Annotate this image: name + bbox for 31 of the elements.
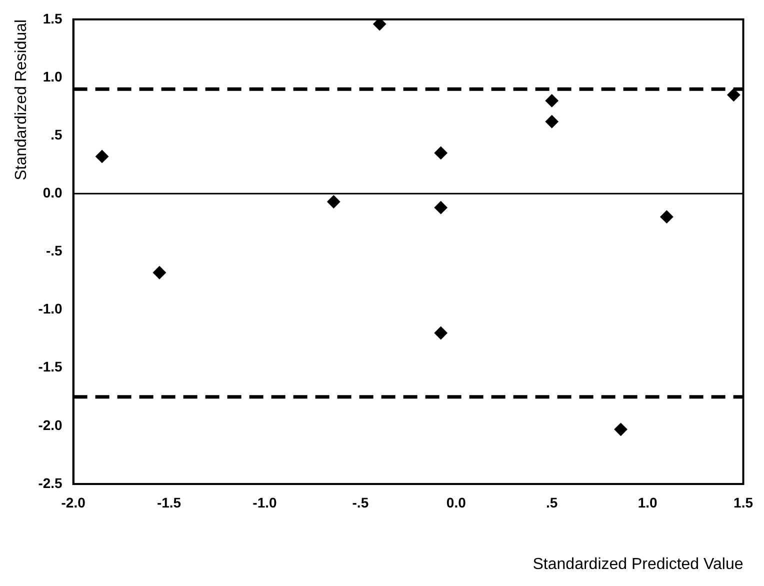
point [727,88,740,102]
y-tick-label: -.5 [46,242,63,259]
x-tick-label: 1.0 [638,494,658,510]
point [545,94,558,108]
point [545,115,558,128]
y-tick-label: -1.5 [38,358,63,375]
x-tick-label: -2.0 [61,494,86,510]
y-tick-label: 1.0 [42,68,63,84]
y-axis-title: Standardized Residual [13,19,30,180]
point [152,266,166,280]
y-tick-label: -1.0 [38,300,63,317]
point [660,210,674,224]
y-tick-label: .5 [50,126,63,142]
x-axis-title: Standardized Predicted Value [532,556,744,573]
y-tick-label: 1.5 [42,10,63,26]
point [327,195,340,208]
point [96,150,109,163]
x-tick-label: 1.5 [734,494,754,510]
x-tick-label: -.5 [352,494,369,510]
y-tick-label: -2.5 [38,474,63,491]
x-tick-label: -1.0 [252,494,278,510]
point [434,146,448,160]
x-tick-label: .5 [546,494,558,510]
point [434,326,448,340]
y-tick-label: -2.0 [38,416,63,433]
x-tick-label: -1.5 [156,494,182,510]
x-tick-label: 0.0 [446,494,466,510]
point [373,19,386,31]
point [614,422,628,436]
point [434,201,448,214]
y-tick-label: 0.0 [42,184,63,200]
